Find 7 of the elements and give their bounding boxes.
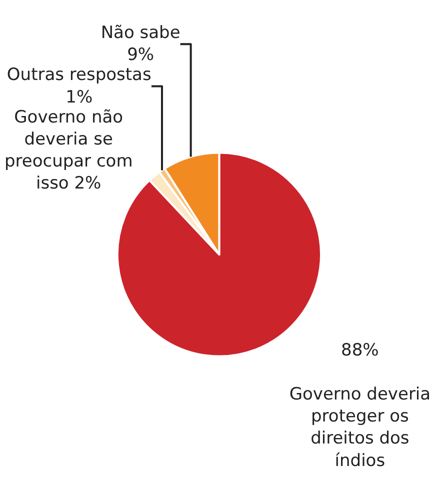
data-label: 88% (341, 340, 379, 360)
slice-label: Governo deveria proteger os direitos dos índios (289, 384, 431, 471)
slice-label: Outras respostas (6, 65, 152, 86)
data-label: 1% (66, 87, 93, 108)
slice-label: Não sabe (100, 23, 180, 44)
data-label: 9% (127, 45, 154, 66)
slice-label: Governo não deveria se preocupar com isso 2% (4, 107, 133, 194)
